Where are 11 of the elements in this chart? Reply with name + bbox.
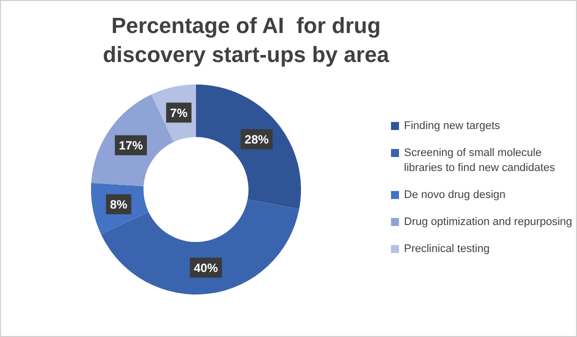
chart-title: Percentage of AI for drug discovery start-ups by area — [102, 12, 390, 69]
legend-label: De novo drug design — [404, 188, 506, 203]
legend-label: Screening of small molecule libraries to find new candidates — [404, 146, 556, 176]
data-label: 8% — [110, 198, 128, 212]
legend-label: Preclinical testing — [404, 242, 490, 257]
data-label: 7% — [170, 106, 188, 120]
legend-label: Finding new targets — [404, 119, 500, 134]
data-label: 28% — [244, 132, 270, 147]
data-label: 40% — [194, 260, 218, 275]
data-label: 17% — [118, 138, 144, 153]
legend-label: Drug optimization and repurposing — [404, 215, 572, 230]
